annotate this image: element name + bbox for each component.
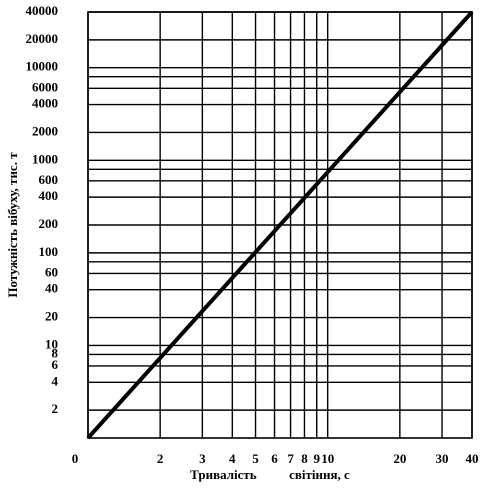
- y-tick-label: 100: [39, 244, 59, 259]
- y-tick-label: 4: [52, 373, 59, 388]
- y-tick-label: 1000: [32, 151, 58, 166]
- y-tick-label: 4000: [32, 96, 58, 111]
- y-tick-label: 2000: [32, 123, 58, 138]
- x-tick-label: 3: [199, 451, 206, 466]
- x-tick-label: 10: [321, 451, 334, 466]
- x-tick-label: 7: [287, 451, 294, 466]
- data-line: [86, 10, 474, 440]
- x-tick-label: 0: [72, 451, 79, 466]
- y-tick-label: 20: [45, 309, 58, 324]
- y-tick-label: 6000: [32, 79, 58, 94]
- x-tick-label: 2: [157, 451, 164, 466]
- y-tick-label: 2: [52, 401, 59, 416]
- x-tick-label: 8: [301, 451, 308, 466]
- y-tick-label: 20000: [26, 31, 59, 46]
- y-tick-label: 40000: [26, 3, 59, 18]
- x-tick-label: 4: [229, 451, 236, 466]
- y-tick-label: 10: [45, 336, 58, 351]
- y-tick-label: 400: [39, 188, 59, 203]
- x-tick-label: 9: [313, 451, 320, 466]
- y-tick-label: 600: [39, 172, 59, 187]
- x-tick-label: 5: [252, 451, 259, 466]
- x-tick-label: 30: [436, 451, 449, 466]
- x-tick-label: 20: [393, 451, 406, 466]
- x-axis-label: Тривалість світіння, с: [190, 467, 350, 482]
- y-tick-label: 40: [45, 281, 58, 296]
- y-tick-label: 8: [52, 345, 59, 360]
- x-tick-label: 6: [271, 451, 278, 466]
- y-tick-label: 6: [52, 357, 59, 372]
- y-tick-label: 60: [45, 264, 58, 279]
- y-tick-label: 10000: [26, 59, 59, 74]
- y-axis-label: Потужність вібуху, тис. т: [5, 152, 20, 298]
- y-tick-label: 200: [39, 216, 59, 231]
- x-tick-label: 40: [466, 451, 479, 466]
